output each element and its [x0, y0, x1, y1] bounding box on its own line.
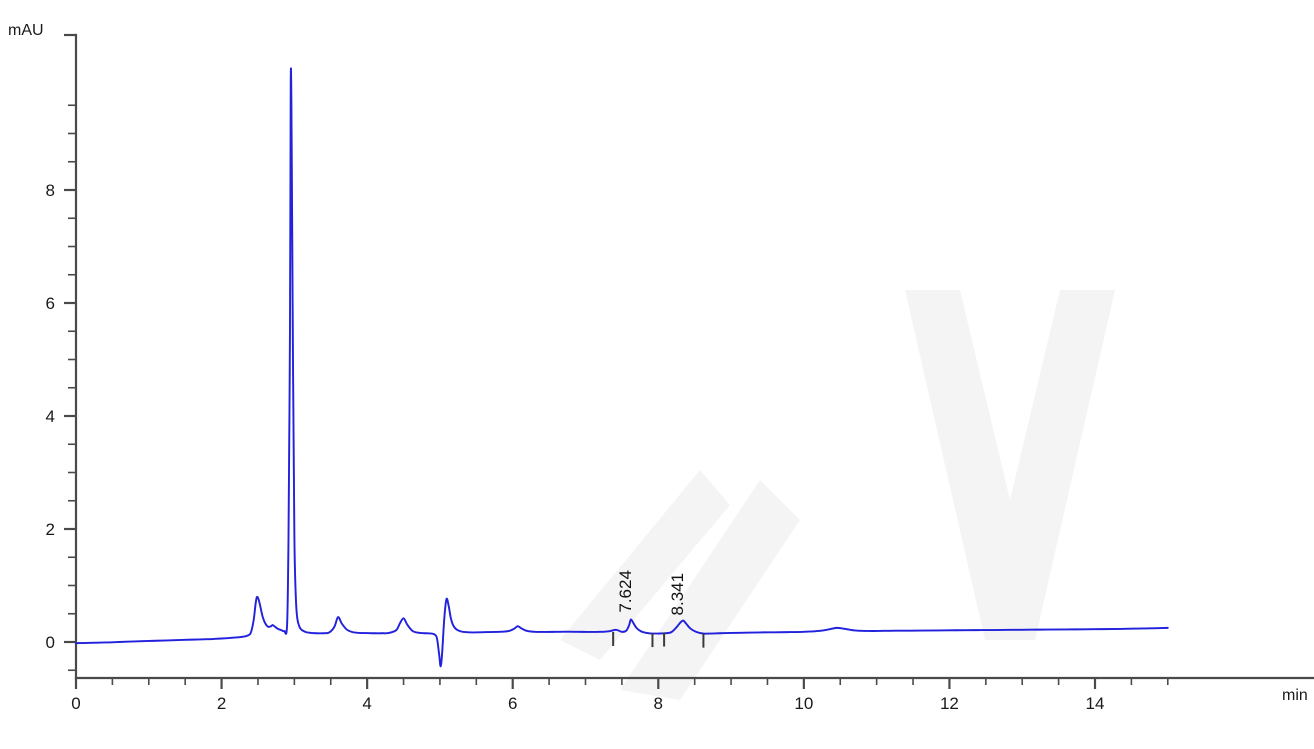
x-tick-label: 10 — [794, 694, 813, 713]
y-tick-label: 4 — [46, 407, 55, 426]
x-tick-label: 8 — [654, 694, 663, 713]
peak-label: 7.624 — [616, 570, 635, 613]
x-tick-label: 2 — [217, 694, 226, 713]
x-tick-label: 12 — [940, 694, 959, 713]
x-tick-label: 14 — [1086, 694, 1105, 713]
watermark — [560, 290, 1115, 700]
y-tick-label: 2 — [46, 520, 55, 539]
x-axis-unit-label: min — [1282, 687, 1308, 704]
x-tick-label: 6 — [508, 694, 517, 713]
x-tick-label: 0 — [71, 694, 80, 713]
y-tick-label: 0 — [46, 633, 55, 652]
y-tick-label: 6 — [46, 294, 55, 313]
x-tick-label: 4 — [362, 694, 371, 713]
chromatogram-trace — [75, 67, 1169, 668]
y-tick-label: 8 — [46, 181, 55, 200]
peak-label: 8.341 — [668, 573, 687, 616]
y-axis-unit-label: mAU — [8, 22, 44, 39]
plot-geometry-layer: 0 2 4 6 8 0 2 4 6 8 10 12 14 7.624 8.341 — [46, 33, 1314, 713]
